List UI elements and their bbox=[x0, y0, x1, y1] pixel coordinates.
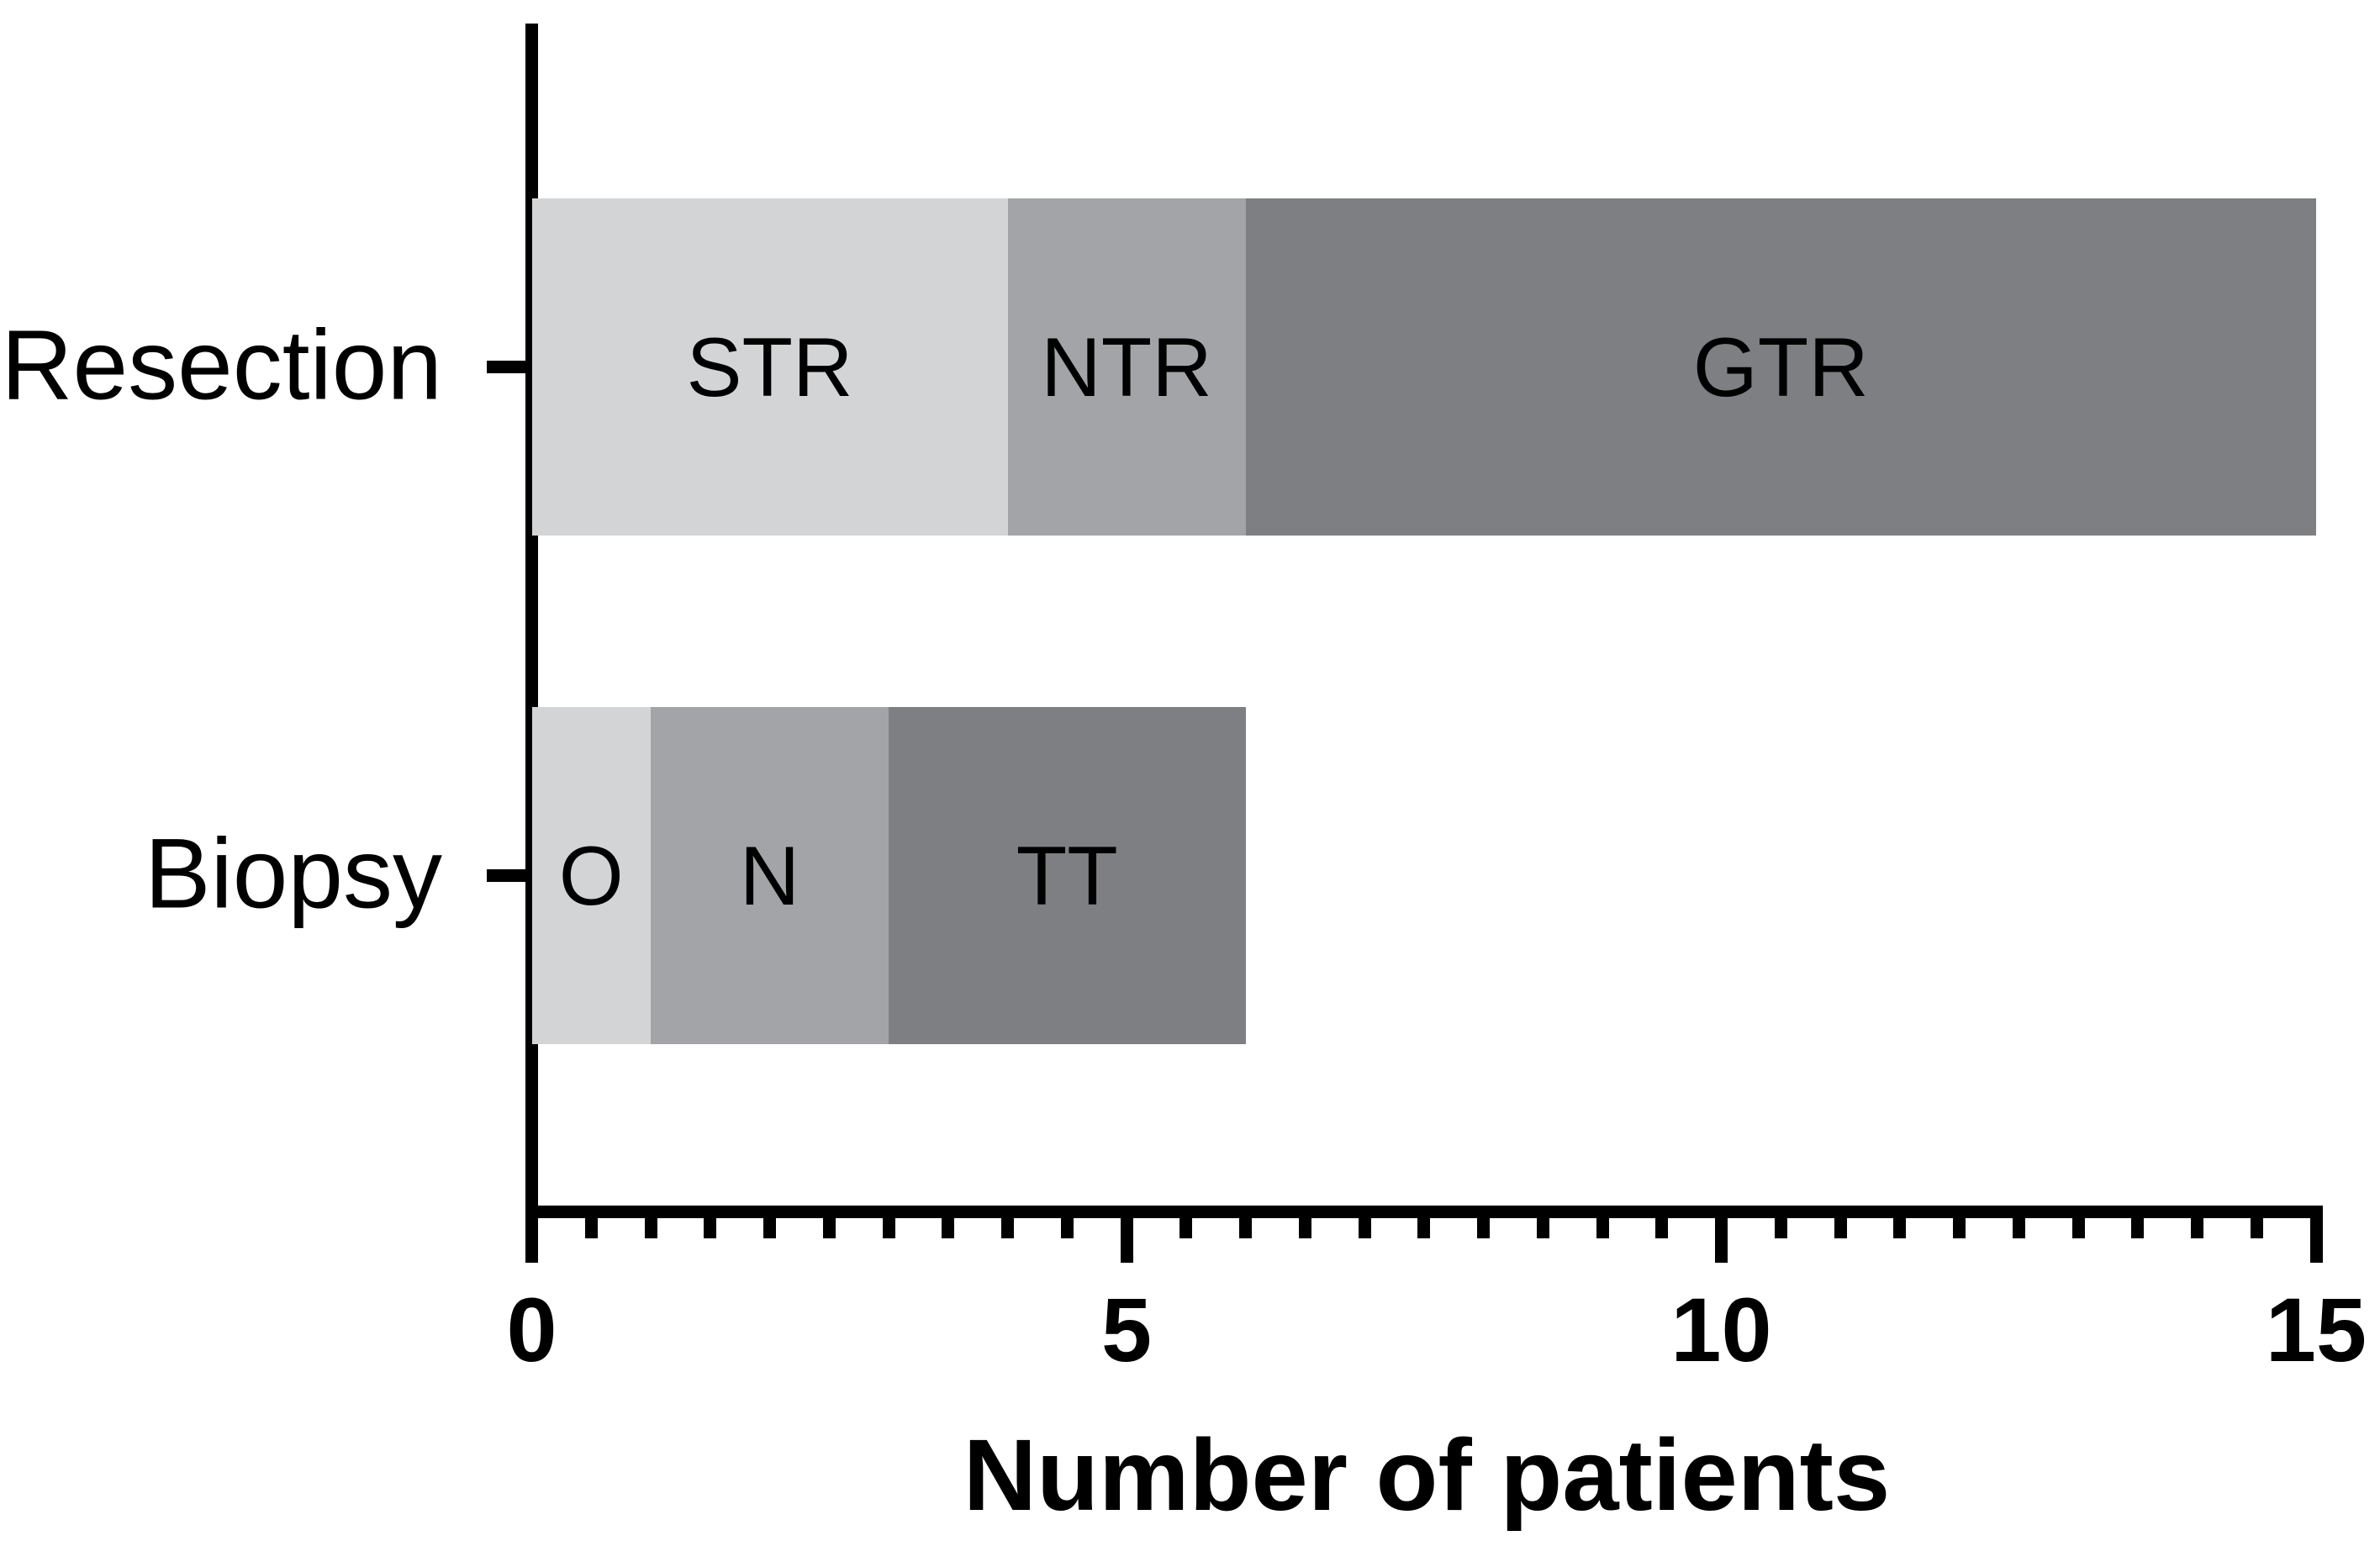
bar-segment-ntr: NTR bbox=[1007, 198, 1246, 536]
x-axis-minor-tick bbox=[2131, 1218, 2145, 1238]
x-axis-minor-tick bbox=[1060, 1218, 1074, 1238]
x-axis-major-tick bbox=[2309, 1218, 2323, 1263]
x-axis-minor-tick bbox=[942, 1218, 955, 1238]
x-axis-minor-tick bbox=[2012, 1218, 2025, 1238]
x-axis-minor-tick bbox=[584, 1218, 598, 1238]
x-axis-major-tick bbox=[1715, 1218, 1728, 1263]
x-axis-tick-label-15: 15 bbox=[2265, 1279, 2367, 1380]
x-axis-tick-label-10: 10 bbox=[1670, 1279, 1772, 1380]
x-axis-minor-tick bbox=[1834, 1218, 1847, 1238]
category-label-biopsy: Biopsy bbox=[144, 818, 442, 930]
x-axis-minor-tick bbox=[1596, 1218, 1609, 1238]
y-axis-category-tick bbox=[487, 869, 525, 882]
x-axis-minor-tick bbox=[1001, 1218, 1014, 1238]
x-axis-minor-tick bbox=[1536, 1218, 1549, 1238]
x-axis-minor-tick bbox=[2191, 1218, 2203, 1238]
segment-label-str: STR bbox=[686, 320, 853, 414]
segment-label-gtr: GTR bbox=[1692, 320, 1869, 414]
bar-segment-n: N bbox=[651, 707, 889, 1044]
x-axis-minor-tick bbox=[1417, 1218, 1431, 1238]
x-axis-major-tick bbox=[1120, 1218, 1133, 1263]
bar-segment-gtr: GTR bbox=[1245, 198, 2316, 536]
bar-segment-o: O bbox=[531, 707, 651, 1044]
x-axis-minor-tick bbox=[1893, 1218, 1907, 1238]
segment-label-o: O bbox=[558, 829, 624, 922]
x-axis-minor-tick bbox=[2250, 1218, 2263, 1238]
x-axis-minor-tick bbox=[1358, 1218, 1371, 1238]
x-axis-minor-tick bbox=[763, 1218, 776, 1238]
x-axis-minor-tick bbox=[1774, 1218, 1787, 1238]
x-axis-minor-tick bbox=[1477, 1218, 1490, 1238]
x-axis-minor-tick bbox=[644, 1218, 657, 1238]
x-axis-tick-label-0: 0 bbox=[506, 1279, 557, 1380]
x-axis-line bbox=[525, 1206, 2323, 1218]
x-axis-minor-tick bbox=[1953, 1218, 1966, 1238]
segment-label-n: N bbox=[739, 829, 800, 922]
x-axis-tick-label-5: 5 bbox=[1100, 1279, 1153, 1380]
x-axis-major-tick bbox=[525, 1218, 538, 1263]
x-axis-minor-tick bbox=[1179, 1218, 1193, 1238]
x-axis-minor-tick bbox=[704, 1218, 717, 1238]
bar-segment-tt: TT bbox=[889, 707, 1246, 1044]
x-axis-minor-tick bbox=[1298, 1218, 1311, 1238]
category-label-resection: Resection bbox=[1, 309, 442, 421]
x-axis-minor-tick bbox=[822, 1218, 836, 1238]
bar-segment-str: STR bbox=[531, 198, 1008, 536]
x-axis-minor-tick bbox=[1655, 1218, 1669, 1238]
x-axis-minor-tick bbox=[882, 1218, 895, 1238]
x-axis-minor-tick bbox=[2071, 1218, 2085, 1238]
segment-label-ntr: NTR bbox=[1041, 320, 1212, 414]
y-axis-category-tick bbox=[487, 361, 525, 373]
x-axis-title: Number of patients bbox=[963, 1417, 1891, 1532]
x-axis-minor-tick bbox=[1239, 1218, 1252, 1238]
segment-label-tt: TT bbox=[1016, 829, 1118, 922]
